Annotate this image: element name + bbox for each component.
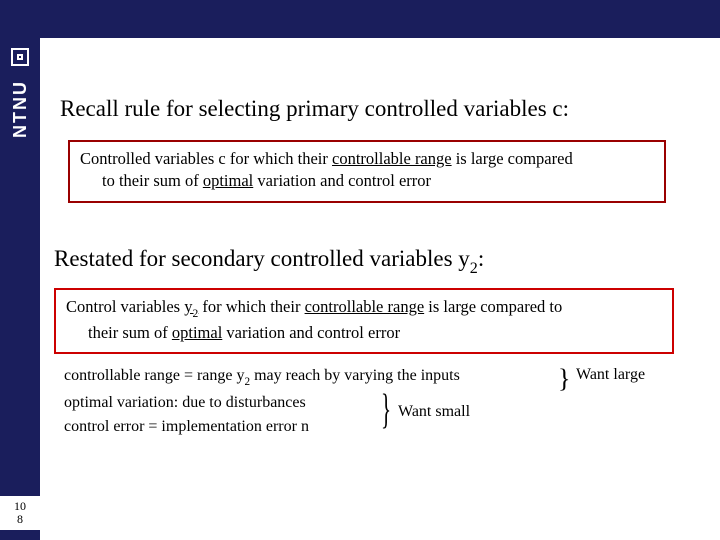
title2-b: :	[478, 246, 484, 271]
brace-icon-2: }	[381, 386, 391, 434]
box1-text-c: to their sum of	[102, 171, 203, 190]
box2-text-d: their sum of	[88, 323, 172, 342]
heading-secondary: Restated for secondary controlled variab…	[54, 246, 484, 277]
page-number: 10 8	[4, 500, 36, 526]
box2-text-e: variation and control error	[222, 323, 400, 342]
box1-text-d: variation and control error	[253, 171, 431, 190]
box1-underline-2: optimal	[203, 171, 253, 190]
box2-text-a: Control variables	[66, 297, 184, 316]
rule-box-primary: Controlled variables c for which their c…	[68, 140, 666, 203]
brace-icon-1: }	[558, 364, 570, 394]
box2-underline-y: y2	[184, 297, 198, 316]
ntnu-logo-inner	[17, 54, 23, 60]
title2-a: Restated for secondary controlled variab…	[54, 246, 470, 271]
annotation-want-small: Want small	[398, 403, 470, 421]
page-num-b: 8	[4, 513, 36, 526]
page-num-a: 10	[4, 500, 36, 513]
box1-underline-1: controllable range	[332, 149, 452, 168]
slide-content: Recall rule for selecting primary contro…	[40, 38, 720, 540]
box1-text-b: is large compared	[452, 149, 573, 168]
annotation-want-large: Want large	[576, 366, 645, 384]
box2-underline-2: optimal	[172, 323, 222, 342]
heading-primary: Recall rule for selecting primary contro…	[60, 96, 569, 122]
title2-sub: 2	[470, 260, 478, 277]
box1-text-a: Controlled variables c for which their	[80, 149, 332, 168]
note-line-1: controllable range = range y2 may reach …	[64, 364, 460, 391]
rule-box-secondary: Control variables y2 for which their con…	[54, 288, 674, 354]
box2-text-c: is large compared to	[424, 297, 562, 316]
ntnu-logo-text: NTNU	[10, 80, 31, 138]
box2-underline-1: controllable range	[305, 297, 425, 316]
ntnu-logo-icon	[11, 48, 29, 66]
top-bar	[0, 0, 720, 38]
box2-text-b: for which their	[198, 297, 304, 316]
